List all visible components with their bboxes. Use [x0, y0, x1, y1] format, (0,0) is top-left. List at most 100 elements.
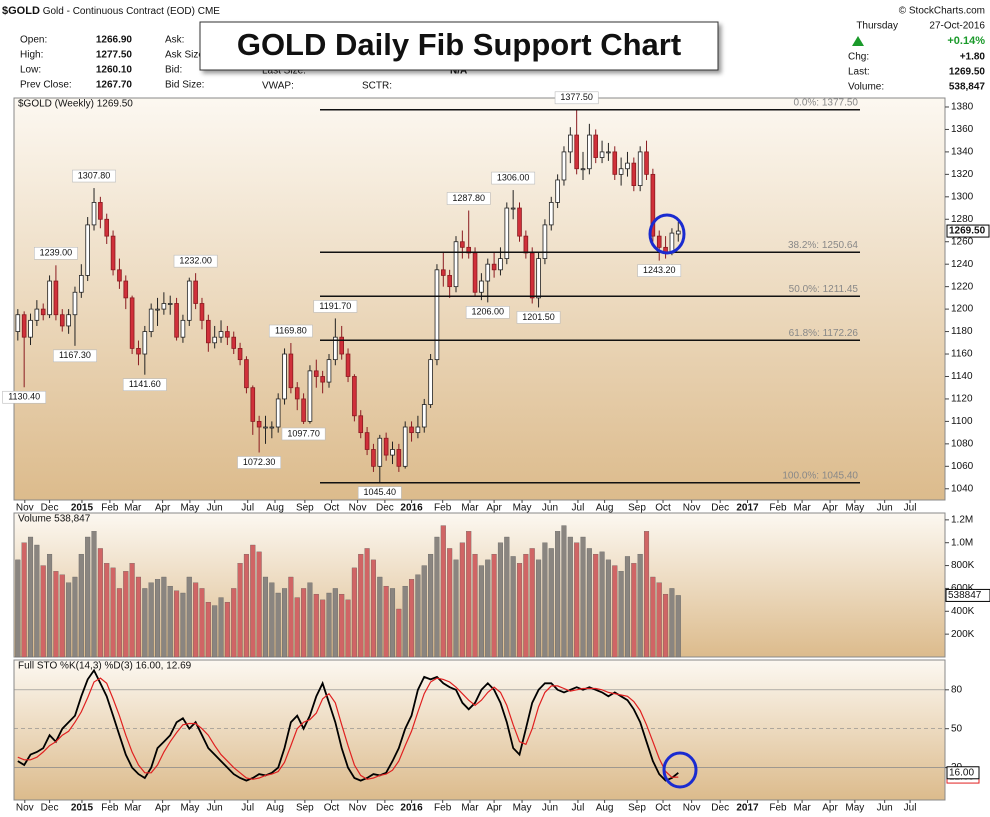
- annotation-box: [313, 300, 358, 313]
- volume-bar: [510, 556, 516, 658]
- volume-bar: [345, 599, 351, 658]
- quote-label: VWAP:: [262, 81, 294, 92]
- volume-bar: [326, 592, 332, 658]
- x-tick-label: Aug: [596, 503, 614, 514]
- x-tick-label: Nov: [683, 803, 701, 814]
- candle-body: [606, 151, 611, 154]
- candle-body: [396, 449, 402, 467]
- candle-body: [599, 151, 605, 158]
- candle-body: [421, 404, 427, 428]
- candle-body: [288, 353, 294, 389]
- x-tick-label: 2015: [71, 503, 94, 514]
- annotation-box: [281, 427, 326, 441]
- highlight-circle: [662, 751, 698, 789]
- volume-bar: [123, 571, 129, 658]
- volume-bar: [485, 559, 491, 658]
- candle-body: [294, 387, 300, 400]
- x-tick-label: Jun: [877, 503, 893, 514]
- candle-body: [199, 303, 205, 321]
- volume-bar: [91, 531, 97, 658]
- candle-body: [650, 173, 656, 237]
- volume-bar: [643, 531, 650, 658]
- quote-value: 1266.90: [96, 35, 133, 46]
- candle-body: [618, 168, 624, 175]
- y-tick-label: 400K: [951, 606, 975, 617]
- y-tick-label: 1.0M: [951, 537, 973, 548]
- x-tick-label: Sep: [628, 503, 646, 514]
- annotation-box: [34, 247, 78, 260]
- x-tick-label: Apr: [155, 503, 171, 514]
- candle-body: [498, 258, 503, 271]
- annotation-box: [53, 349, 97, 363]
- volume-bar: [415, 574, 421, 658]
- description: Gold - Continuous Contract (EOD): [43, 6, 195, 17]
- candle-body: [631, 162, 637, 186]
- candle-body: [371, 449, 376, 467]
- candle-body: [440, 269, 446, 276]
- candle-body: [301, 398, 306, 422]
- exchange: CME: [198, 6, 221, 17]
- volume-bar: [212, 605, 218, 658]
- x-tick-label: 2017: [736, 503, 759, 514]
- volume-bar: [466, 531, 472, 658]
- volume-bar: [47, 553, 53, 658]
- candle-body: [472, 252, 478, 293]
- volume-bar: [580, 536, 586, 658]
- y-tick-label: 1300: [951, 191, 974, 202]
- y-tick-label: 1080: [951, 438, 974, 449]
- symbol: $GOLD: [2, 5, 40, 17]
- volume-bar: [193, 582, 199, 658]
- volume-bar: [491, 553, 497, 658]
- candle-body: [402, 426, 408, 467]
- candle-body: [479, 280, 484, 293]
- quote-label: High:: [20, 50, 43, 61]
- x-tick-label: Jul: [572, 803, 585, 814]
- candle-body: [117, 269, 122, 282]
- x-tick-label: Jul: [241, 803, 254, 814]
- annotation-box: [268, 324, 313, 338]
- x-tick-label: Aug: [266, 503, 284, 514]
- volume-bar: [669, 588, 675, 658]
- overlay-title: GOLD Daily Fib Support Chart: [237, 27, 681, 62]
- volume-bar: [453, 559, 459, 658]
- y-tick-label: 1320: [951, 169, 974, 180]
- candle-body: [390, 449, 395, 456]
- legend: Volume 538,847: [18, 514, 91, 525]
- volume-bar: [447, 548, 453, 658]
- volume-bar: [409, 579, 415, 658]
- candle-body: [206, 319, 211, 344]
- candle-body: [460, 241, 465, 248]
- volume-bar: [561, 525, 567, 658]
- candle-body: [79, 275, 84, 293]
- candle-body: [313, 370, 319, 377]
- x-tick-label: Feb: [101, 803, 119, 814]
- x-tick-label: Jun: [877, 803, 893, 814]
- x-tick-label: Dec: [41, 803, 59, 814]
- plots: 1040 1060 1080 1100 1120 1140 1160 1180 1200 1220…: [2, 91, 990, 814]
- x-tick-label: Feb: [769, 803, 787, 814]
- volume-bar: [637, 553, 643, 658]
- annotation-box: [2, 390, 47, 404]
- volume-bar: [516, 563, 523, 658]
- y-tick-label: 80: [951, 684, 963, 695]
- x-tick-label: Sep: [628, 803, 646, 814]
- volume-bar: [135, 576, 142, 658]
- x-tick-label: 2016: [400, 803, 423, 814]
- candle-body: [269, 426, 275, 429]
- fib-label: 100.0%: 1045.40: [782, 470, 858, 481]
- volume-bar: [104, 563, 110, 658]
- volume-bar: [78, 553, 84, 658]
- candle-body: [529, 252, 535, 299]
- volume-bar: [548, 548, 554, 658]
- candle-body: [85, 224, 90, 276]
- quote-label: Ask:: [165, 35, 184, 46]
- volume-bar: [218, 597, 224, 658]
- candle-body: [167, 303, 173, 305]
- volume-bar: [434, 536, 440, 658]
- candle-body: [72, 291, 78, 316]
- volume-bar: [536, 559, 542, 658]
- volume-bar: [186, 576, 192, 658]
- volume-bar: [440, 525, 446, 658]
- x-tick-label: Mar: [124, 503, 142, 514]
